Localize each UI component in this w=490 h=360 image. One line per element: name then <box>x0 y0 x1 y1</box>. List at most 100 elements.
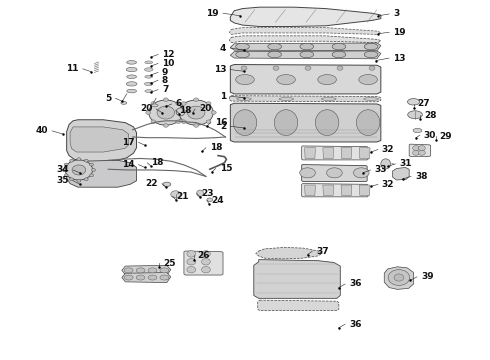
Ellipse shape <box>207 198 213 202</box>
Ellipse shape <box>277 75 295 85</box>
Circle shape <box>181 102 186 105</box>
Ellipse shape <box>353 168 369 178</box>
Circle shape <box>146 111 151 114</box>
Circle shape <box>171 191 180 198</box>
Circle shape <box>176 111 181 114</box>
Text: 19: 19 <box>206 9 219 18</box>
Ellipse shape <box>136 275 145 280</box>
Polygon shape <box>323 185 334 195</box>
Ellipse shape <box>160 268 169 273</box>
Circle shape <box>151 102 156 105</box>
Circle shape <box>388 270 410 285</box>
Ellipse shape <box>121 102 127 104</box>
Text: 16: 16 <box>215 118 227 127</box>
Circle shape <box>77 158 81 161</box>
Text: 30: 30 <box>424 131 436 140</box>
Polygon shape <box>258 300 339 311</box>
Polygon shape <box>409 144 431 156</box>
Polygon shape <box>67 120 137 162</box>
Text: 15: 15 <box>220 164 232 173</box>
Text: 23: 23 <box>201 189 214 198</box>
Circle shape <box>84 159 88 162</box>
Polygon shape <box>229 28 381 35</box>
Circle shape <box>181 120 186 123</box>
Text: 3: 3 <box>393 9 399 18</box>
Ellipse shape <box>145 61 153 64</box>
Ellipse shape <box>327 168 342 178</box>
Circle shape <box>418 150 425 155</box>
Ellipse shape <box>145 90 153 93</box>
Ellipse shape <box>408 111 422 119</box>
Circle shape <box>70 178 74 181</box>
Polygon shape <box>384 267 414 289</box>
Ellipse shape <box>163 182 171 186</box>
Circle shape <box>181 111 186 114</box>
Text: 18: 18 <box>210 143 222 152</box>
Text: 19: 19 <box>393 28 406 37</box>
Circle shape <box>62 168 66 171</box>
Circle shape <box>194 124 198 127</box>
Text: 20: 20 <box>140 104 152 113</box>
Ellipse shape <box>145 68 153 71</box>
Ellipse shape <box>356 110 380 135</box>
Ellipse shape <box>126 67 137 72</box>
Ellipse shape <box>237 98 251 100</box>
Polygon shape <box>254 260 340 298</box>
Text: 17: 17 <box>122 138 135 147</box>
Circle shape <box>305 66 311 70</box>
Circle shape <box>90 174 94 177</box>
Polygon shape <box>230 43 381 51</box>
Ellipse shape <box>148 275 157 280</box>
Text: 18: 18 <box>151 158 164 167</box>
Ellipse shape <box>268 51 282 58</box>
Polygon shape <box>229 96 381 102</box>
Circle shape <box>149 100 183 125</box>
Ellipse shape <box>136 268 145 273</box>
Text: 6: 6 <box>175 99 182 108</box>
Circle shape <box>194 98 198 102</box>
Ellipse shape <box>364 43 378 50</box>
Polygon shape <box>184 251 223 275</box>
Ellipse shape <box>381 159 391 169</box>
Circle shape <box>64 163 68 166</box>
Ellipse shape <box>364 51 378 58</box>
Circle shape <box>337 66 343 70</box>
Ellipse shape <box>145 75 153 78</box>
Ellipse shape <box>413 129 422 133</box>
Ellipse shape <box>279 98 294 100</box>
Text: 25: 25 <box>163 259 176 268</box>
Circle shape <box>179 100 213 125</box>
Polygon shape <box>230 7 381 27</box>
Text: 33: 33 <box>374 166 387 175</box>
Polygon shape <box>67 160 137 187</box>
Ellipse shape <box>318 75 336 85</box>
Circle shape <box>206 102 211 105</box>
Circle shape <box>201 258 210 265</box>
Circle shape <box>211 111 216 114</box>
Circle shape <box>92 168 96 171</box>
Circle shape <box>418 145 425 150</box>
Ellipse shape <box>176 108 185 116</box>
Text: 1: 1 <box>220 92 226 101</box>
Text: 35: 35 <box>57 176 69 185</box>
Ellipse shape <box>127 75 137 78</box>
Ellipse shape <box>124 275 133 280</box>
Text: 34: 34 <box>56 166 69 175</box>
Text: 14: 14 <box>122 160 135 169</box>
Circle shape <box>241 66 247 70</box>
Text: 27: 27 <box>417 99 430 108</box>
Polygon shape <box>256 247 322 259</box>
Text: 32: 32 <box>382 145 394 154</box>
Polygon shape <box>229 36 381 42</box>
Circle shape <box>187 266 196 273</box>
Text: 22: 22 <box>146 179 158 188</box>
Polygon shape <box>302 184 368 197</box>
Polygon shape <box>359 185 370 195</box>
Text: 37: 37 <box>317 247 329 256</box>
Ellipse shape <box>274 110 298 135</box>
Text: 31: 31 <box>399 159 412 168</box>
Ellipse shape <box>359 75 377 85</box>
Text: 8: 8 <box>162 76 168 85</box>
Circle shape <box>163 98 168 102</box>
Circle shape <box>72 165 86 175</box>
